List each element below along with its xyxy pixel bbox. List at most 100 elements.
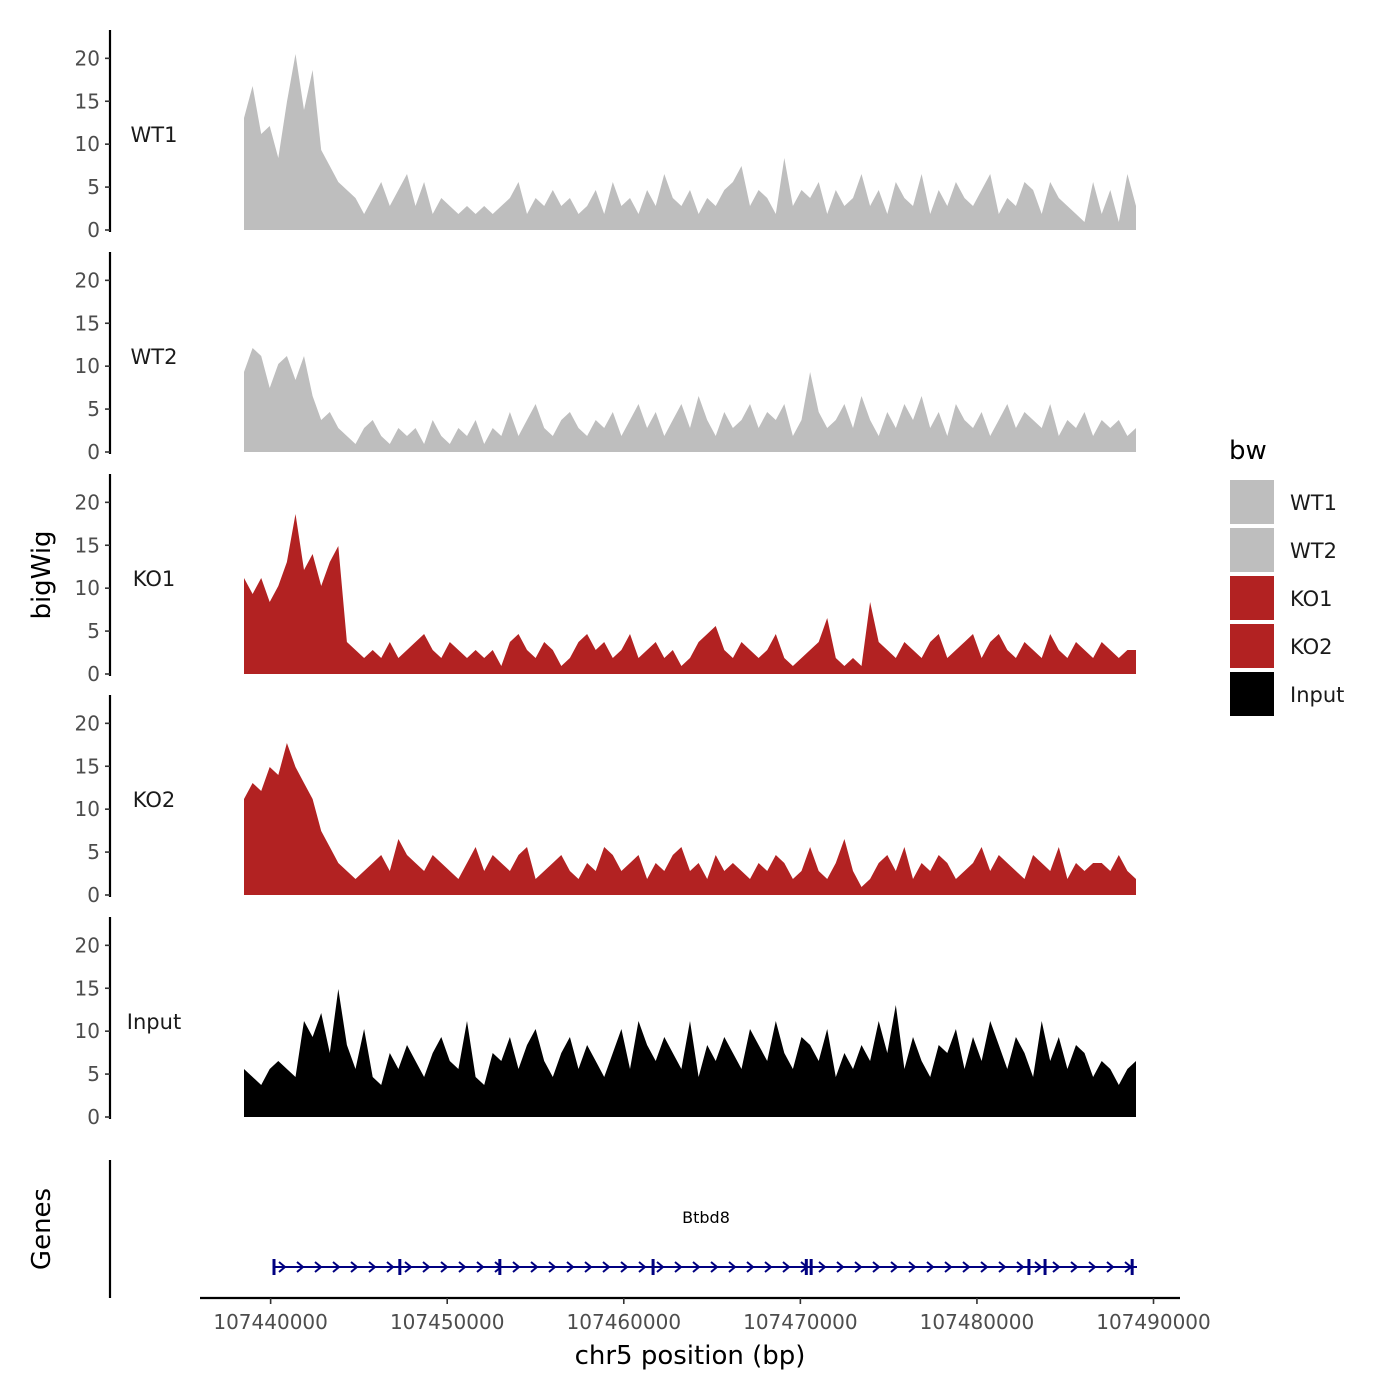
strand-arrow: [1052, 1261, 1061, 1273]
legend-key-wt2: [1230, 528, 1274, 572]
legend-title: bw: [1229, 436, 1267, 466]
strand-arrow: [1070, 1261, 1079, 1273]
legend-key-wt1: [1230, 480, 1274, 524]
y-tick-label: 20: [75, 711, 100, 735]
coverage-area-ko1: [244, 514, 1136, 674]
strand-arrow: [1034, 1261, 1043, 1273]
gene-model: [272, 1259, 1137, 1275]
strand-arrow: [674, 1261, 683, 1273]
strand-arrow: [872, 1261, 881, 1273]
y-tick-label: 15: [75, 754, 100, 778]
gene-exon: [1130, 1259, 1134, 1275]
y-tick-label: 5: [87, 397, 100, 421]
gene-exon: [498, 1259, 502, 1275]
strand-arrow: [584, 1261, 593, 1273]
y-tick-label: 15: [75, 89, 100, 113]
legend-label-ko2: KO2: [1290, 635, 1333, 659]
x-tick-label: 107460000: [567, 1310, 682, 1334]
strand-arrow: [836, 1261, 845, 1273]
y-tick-label: 10: [75, 797, 100, 821]
strand-arrow: [998, 1261, 1007, 1273]
panel-wt1: 0 5 10 15 20 WT1: [75, 30, 1136, 242]
y-tick-label: 10: [75, 354, 100, 378]
y-tick-label: 5: [87, 175, 100, 199]
genes-track: Genes Btbd8: [27, 1160, 1137, 1298]
gene-exon: [809, 1259, 813, 1275]
gene-exon: [651, 1259, 655, 1275]
strand-arrow: [368, 1261, 377, 1273]
x-axis: 107440000 107450000 107460000 107470000 1074…: [200, 1296, 1211, 1334]
legend-key-input: [1230, 672, 1274, 716]
y-tick-label: 10: [75, 1019, 100, 1043]
strand-arrow: [746, 1261, 755, 1273]
gene-exon: [804, 1259, 808, 1275]
x-tick-label: 107480000: [920, 1310, 1035, 1334]
panels-layer: 0 5 10 15 20 WT1 0 5 10 15 20 WT2 0 5 10 15 20 KO1 0 5 10 15 2…: [75, 30, 1136, 1129]
strand-arrow: [890, 1261, 899, 1273]
legend-label-wt2: WT2: [1290, 539, 1337, 563]
strand-arrow: [620, 1261, 629, 1273]
y-tick-label: 20: [75, 268, 100, 292]
y-tick-label: 0: [87, 883, 100, 907]
genes-track-title: Genes: [27, 1188, 57, 1270]
strand-arrow: [314, 1261, 323, 1273]
coverage-area-wt2: [244, 348, 1136, 452]
y-tick-label: 20: [75, 933, 100, 957]
coverage-area-ko2: [244, 743, 1136, 895]
y-tick-label: 0: [87, 1105, 100, 1129]
strand-arrow: [530, 1261, 539, 1273]
strand-arrow: [404, 1261, 413, 1273]
panel-label-ko2: KO2: [133, 788, 176, 812]
strand-arrow: [476, 1261, 485, 1273]
y-tick-label: 15: [75, 311, 100, 335]
strand-arrow: [854, 1261, 863, 1273]
strand-arrow: [710, 1261, 719, 1273]
strand-arrow: [548, 1261, 557, 1273]
panel-label-wt2: WT2: [131, 345, 178, 369]
panel-ko2: 0 5 10 15 20 KO2: [75, 695, 1136, 907]
gene-exon: [1043, 1259, 1047, 1275]
strand-arrow: [296, 1261, 305, 1273]
gene-exon: [398, 1259, 402, 1275]
strand-arrow: [962, 1261, 971, 1273]
strand-arrow: [638, 1261, 647, 1273]
gene-exon: [1027, 1259, 1031, 1275]
legend-key-ko2: [1230, 624, 1274, 668]
strand-arrow: [782, 1261, 791, 1273]
y-tick-label: 10: [75, 132, 100, 156]
strand-arrow: [1016, 1261, 1025, 1273]
x-tick-label: 107450000: [390, 1310, 505, 1334]
y-tick-label: 20: [75, 490, 100, 514]
panel-wt2: 0 5 10 15 20 WT2: [75, 252, 1136, 464]
strand-arrow: [692, 1261, 701, 1273]
y-axis-title: bigWig: [27, 530, 57, 619]
strand-arrow: [512, 1261, 521, 1273]
coverage-area-input: [244, 989, 1136, 1117]
legend-label-ko1: KO1: [1290, 587, 1333, 611]
strand-arrow: [926, 1261, 935, 1273]
panel-input: 0 5 10 15 20 Input: [75, 917, 1136, 1129]
strand-arrow: [1106, 1261, 1115, 1273]
y-tick-label: 0: [87, 662, 100, 686]
gene-exon: [272, 1259, 276, 1275]
strand-arrow: [602, 1261, 611, 1273]
y-tick-label: 0: [87, 218, 100, 242]
strand-arrow: [422, 1261, 431, 1273]
legend-label-input: Input: [1290, 683, 1344, 707]
strand-arrow: [818, 1261, 827, 1273]
strand-arrow: [350, 1261, 359, 1273]
y-tick-label: 15: [75, 976, 100, 1000]
panel-ko1: 0 5 10 15 20 KO1: [75, 474, 1136, 686]
x-tick-label: 107470000: [743, 1310, 858, 1334]
strand-arrow: [386, 1261, 395, 1273]
strand-arrow: [278, 1261, 287, 1273]
panel-label-input: Input: [127, 1010, 181, 1034]
y-tick-label: 5: [87, 840, 100, 864]
y-tick-label: 5: [87, 1062, 100, 1086]
y-tick-label: 15: [75, 533, 100, 557]
strand-arrow: [332, 1261, 341, 1273]
y-tick-label: 10: [75, 576, 100, 600]
strand-arrow: [908, 1261, 917, 1273]
strand-arrow: [458, 1261, 467, 1273]
